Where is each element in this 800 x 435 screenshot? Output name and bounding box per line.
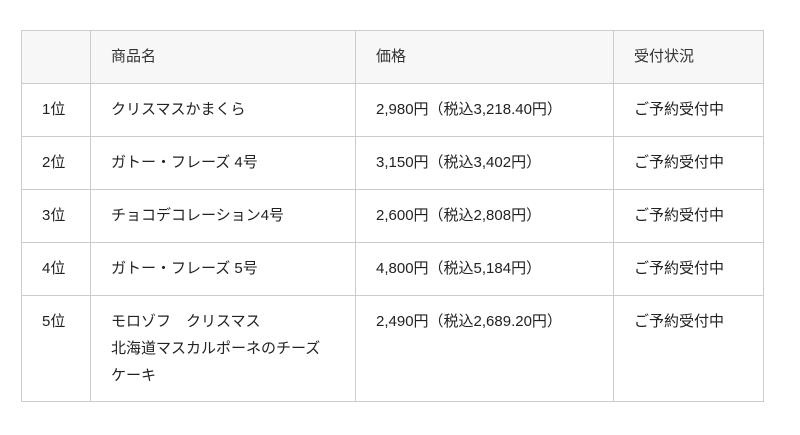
status-cell: ご予約受付中 xyxy=(613,189,764,243)
column-header-status: 受付状況 xyxy=(613,30,764,84)
status-cell: ご予約受付中 xyxy=(613,83,764,137)
product-name-cell: ガトー・フレーズ 5号 xyxy=(90,242,356,296)
product-name-cell: クリスマスかまくら xyxy=(90,83,356,137)
status-cell: ご予約受付中 xyxy=(613,295,764,402)
price-cell: 2,600円（税込2,808円） xyxy=(355,189,614,243)
column-header-rank xyxy=(21,30,91,84)
column-header-price: 価格 xyxy=(355,30,614,84)
product-name-cell: モロゾフ クリスマス 北海道マスカルポーネのチーズ ケーキ xyxy=(90,295,356,402)
product-ranking-table: 商品名 価格 受付状況 1位 クリスマスかまくら 2,980円（税込3,218.… xyxy=(21,30,764,402)
rank-cell: 4位 xyxy=(21,242,91,296)
price-cell: 4,800円（税込5,184円） xyxy=(355,242,614,296)
table-row: 3位 チョコデコレーション4号 2,600円（税込2,808円） ご予約受付中 xyxy=(21,189,764,243)
header-row: 商品名 価格 受付状況 xyxy=(21,30,764,84)
status-cell: ご予約受付中 xyxy=(613,242,764,296)
rank-cell: 3位 xyxy=(21,189,91,243)
price-cell: 2,980円（税込3,218.40円） xyxy=(355,83,614,137)
table-row: 1位 クリスマスかまくら 2,980円（税込3,218.40円） ご予約受付中 xyxy=(21,83,764,137)
rank-cell: 5位 xyxy=(21,295,91,402)
table-header: 商品名 価格 受付状況 xyxy=(21,30,764,84)
column-header-name: 商品名 xyxy=(90,30,356,84)
status-cell: ご予約受付中 xyxy=(613,136,764,190)
rank-cell: 2位 xyxy=(21,136,91,190)
table-row: 5位 モロゾフ クリスマス 北海道マスカルポーネのチーズ ケーキ 2,490円（… xyxy=(21,295,764,402)
table-body: 1位 クリスマスかまくら 2,980円（税込3,218.40円） ご予約受付中 … xyxy=(21,83,764,402)
price-cell: 3,150円（税込3,402円） xyxy=(355,136,614,190)
price-cell: 2,490円（税込2,689.20円） xyxy=(355,295,614,402)
product-name-cell: チョコデコレーション4号 xyxy=(90,189,356,243)
product-name-cell: ガトー・フレーズ 4号 xyxy=(90,136,356,190)
product-ranking-table-container: 商品名 価格 受付状況 1位 クリスマスかまくら 2,980円（税込3,218.… xyxy=(21,30,764,402)
rank-cell: 1位 xyxy=(21,83,91,137)
table-row: 4位 ガトー・フレーズ 5号 4,800円（税込5,184円） ご予約受付中 xyxy=(21,242,764,296)
table-row: 2位 ガトー・フレーズ 4号 3,150円（税込3,402円） ご予約受付中 xyxy=(21,136,764,190)
